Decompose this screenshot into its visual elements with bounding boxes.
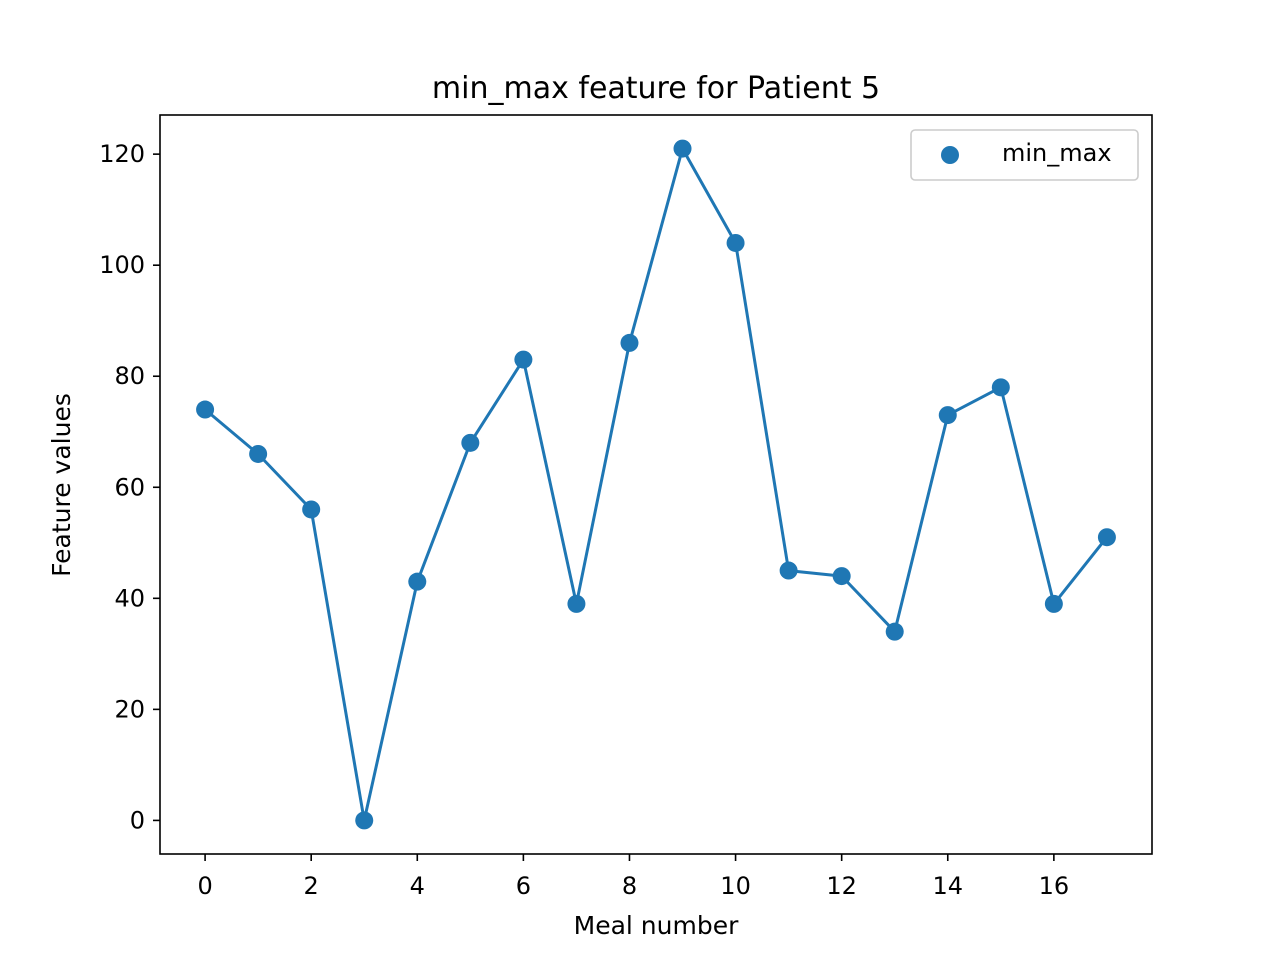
x-tick-label: 4 bbox=[410, 872, 425, 900]
data-point bbox=[779, 561, 798, 580]
data-point bbox=[726, 233, 745, 252]
plot-area bbox=[196, 139, 1116, 830]
data-point bbox=[196, 400, 215, 419]
x-tick-label: 8 bbox=[622, 872, 637, 900]
y-tick-label: 40 bbox=[114, 584, 145, 612]
x-tick-label: 6 bbox=[516, 872, 531, 900]
data-point bbox=[673, 139, 692, 158]
y-tick-label: 0 bbox=[130, 806, 145, 834]
data-point bbox=[991, 378, 1010, 397]
x-tick-label: 12 bbox=[826, 872, 857, 900]
data-point bbox=[408, 572, 427, 591]
data-point bbox=[832, 567, 851, 586]
y-axis: 0 20 40 60 80 100 120 bbox=[99, 140, 160, 834]
x-tick-label: 2 bbox=[304, 872, 319, 900]
legend-box bbox=[910, 129, 1139, 181]
data-point bbox=[514, 350, 533, 369]
x-tick-label: 10 bbox=[720, 872, 751, 900]
y-tick-label: 80 bbox=[114, 362, 145, 390]
plot-frame bbox=[159, 114, 1153, 855]
x-tick-label: 0 bbox=[197, 872, 212, 900]
data-point bbox=[885, 622, 904, 641]
legend: min_max bbox=[910, 129, 1139, 181]
y-tick-label: 100 bbox=[99, 251, 145, 279]
y-tick-label: 20 bbox=[114, 695, 145, 723]
y-tick-label: 60 bbox=[114, 473, 145, 501]
x-tick-label: 16 bbox=[1039, 872, 1070, 900]
data-point bbox=[1097, 528, 1116, 547]
y-tick-label: 120 bbox=[99, 140, 145, 168]
data-point bbox=[249, 444, 268, 463]
y-axis-label: Feature values bbox=[47, 393, 76, 577]
legend-marker bbox=[941, 146, 959, 164]
legend-label: min_max bbox=[1002, 139, 1112, 167]
x-tick-label: 14 bbox=[932, 872, 963, 900]
data-point bbox=[461, 433, 480, 452]
data-point bbox=[620, 333, 639, 352]
data-point bbox=[355, 811, 374, 830]
chart-title: min_max feature for Patient 5 bbox=[432, 71, 880, 106]
data-point bbox=[1044, 594, 1063, 613]
data-point bbox=[567, 594, 586, 613]
data-point bbox=[302, 500, 321, 519]
x-axis-label: Meal number bbox=[574, 911, 739, 940]
series-line bbox=[204, 147, 1109, 822]
data-point bbox=[938, 406, 957, 425]
x-axis: 0 2 4 6 8 10 12 14 16 bbox=[197, 854, 1069, 900]
